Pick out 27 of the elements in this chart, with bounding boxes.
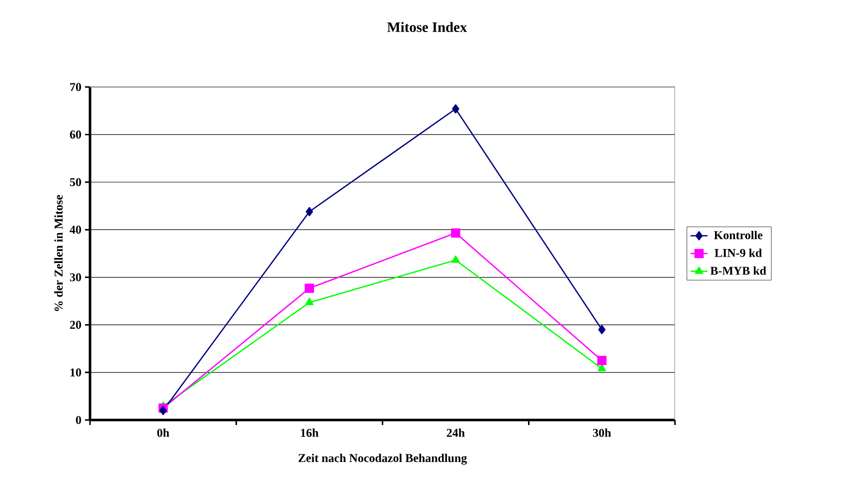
point: [597, 356, 607, 366]
point: [305, 298, 314, 306]
y-axis-title: % der Zellen in Mitose: [54, 195, 63, 312]
x-tick-label: 30h: [593, 428, 612, 437]
y-tick-label: 60: [70, 130, 82, 139]
x-tick-label: 24h: [446, 428, 465, 437]
x-tick-label: 0h: [157, 428, 170, 437]
y-tick-label: 40: [70, 226, 82, 234]
point: [306, 206, 314, 216]
chart-title: Mitose Index: [387, 22, 467, 32]
y-tick-label: 20: [70, 320, 82, 329]
point: [452, 104, 460, 114]
legend-label: LIN-9 kd: [714, 248, 762, 257]
y-tick-label: 50: [70, 178, 82, 186]
legend-label: B-MYB kd: [710, 266, 766, 275]
y-tick-label: 30: [70, 273, 82, 282]
point: [598, 324, 606, 334]
x-axis-title: Zeit nach Nocodazol Behandlung: [298, 454, 467, 465]
point: [450, 228, 460, 238]
x-tick-label: 16h: [301, 428, 319, 437]
y-tick-label: 10: [70, 368, 82, 376]
point: [159, 406, 167, 416]
y-tick-label: 70: [70, 82, 82, 92]
legend-label: Kontrolle: [714, 230, 762, 240]
y-tick-label: 0: [76, 416, 82, 424]
point: [452, 256, 460, 263]
point: [304, 284, 314, 293]
